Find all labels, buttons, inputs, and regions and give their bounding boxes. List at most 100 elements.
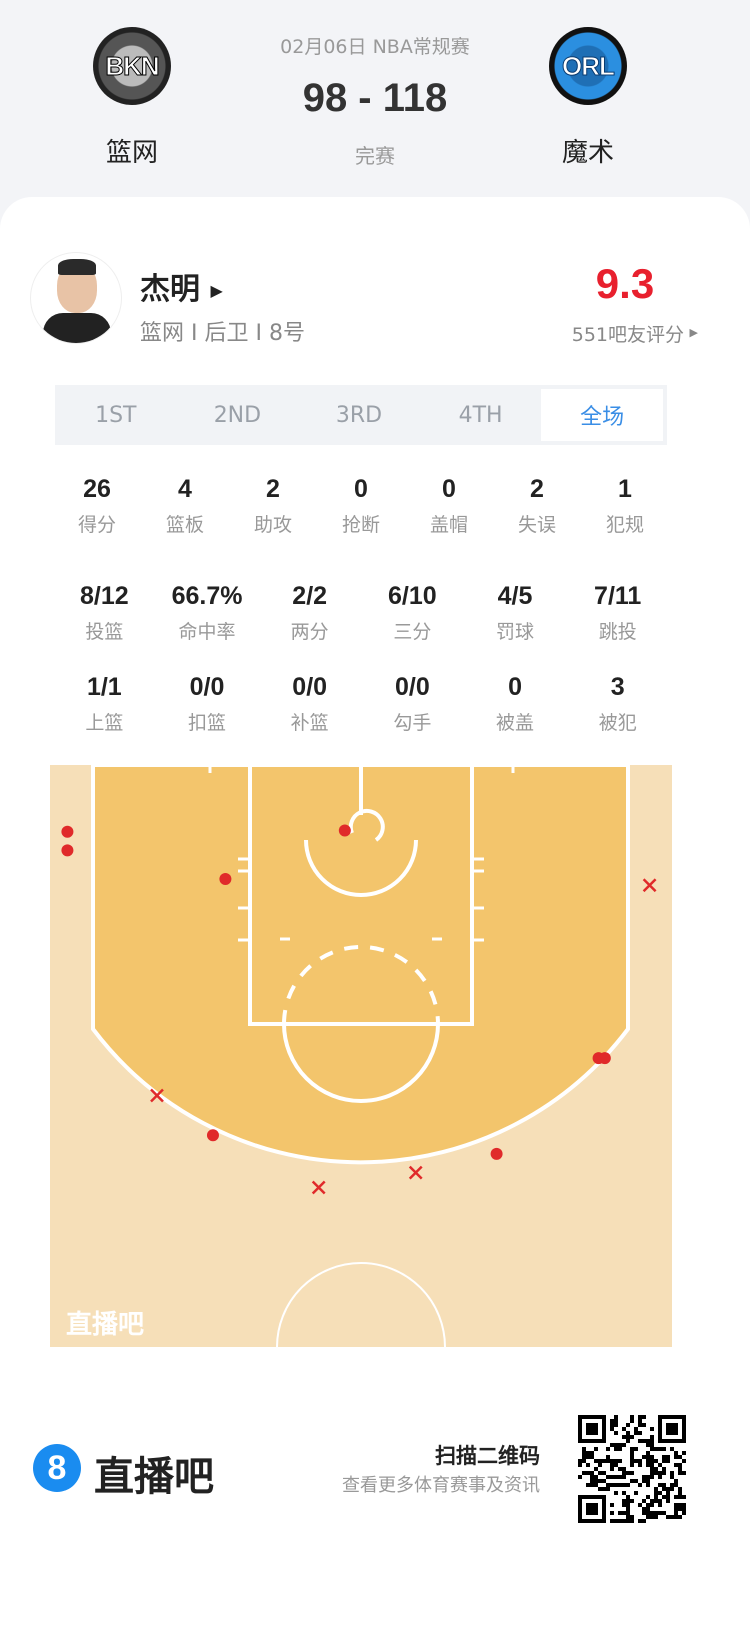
paint <box>248 765 474 1026</box>
scan-subtitle: 查看更多体育赛事及资讯 <box>342 1475 540 1496</box>
stat-value: 0/0 <box>189 673 225 701</box>
stat-cell: 0 抢断 <box>317 475 405 537</box>
away-team-name[interactable]: 魔术 <box>561 138 614 168</box>
stat-label: 篮板 <box>165 514 204 536</box>
stat-value: 0/0 <box>292 673 328 701</box>
stat-value: 0 <box>508 673 522 701</box>
player-rating: 9.3 <box>595 260 655 307</box>
stat-cell: 2 助攻 <box>229 475 317 537</box>
stat-cell: 2 失误 <box>493 475 581 537</box>
stat-cell: 1 犯规 <box>581 475 669 537</box>
stat-value: 2 <box>530 475 544 503</box>
stat-label: 上篮 <box>85 712 124 734</box>
stat-value: 0/0 <box>394 673 430 701</box>
shot-chart: 直播吧 <box>50 765 672 1347</box>
shot-made-marker <box>61 825 74 838</box>
qr-code <box>578 1415 686 1523</box>
center-circle <box>276 1262 446 1347</box>
stat-cell: 0 被盖 <box>464 673 567 735</box>
stat-cell: 66.7% 命中率 <box>156 582 259 644</box>
stat-cell: 8/12 投篮 <box>53 582 156 644</box>
stat-cell: 0/0 勾手 <box>361 673 464 735</box>
tab-full-game[interactable]: 全场 <box>541 389 663 441</box>
home-team-name[interactable]: 篮网 <box>105 138 158 168</box>
stat-value: 1/1 <box>86 673 122 701</box>
stat-label: 被盖 <box>496 712 535 734</box>
match-status: 完赛 <box>355 144 395 168</box>
home-team-logo[interactable]: BKN <box>93 27 171 105</box>
shot-made-marker <box>598 1052 611 1065</box>
shot-missed-marker <box>311 1180 326 1195</box>
away-team-logo[interactable]: ORL <box>549 27 627 105</box>
shot-made-marker <box>206 1129 219 1142</box>
stat-cell: 6/10 三分 <box>361 582 464 644</box>
tab-3rd[interactable]: 3RD <box>335 402 383 428</box>
shot-missed-marker <box>642 878 657 893</box>
stat-label: 勾手 <box>393 712 432 734</box>
stat-label: 三分 <box>393 621 432 643</box>
player-avatar[interactable] <box>30 252 122 344</box>
period-tabs: 1ST 2ND 3RD 4TH 全场 <box>55 385 667 445</box>
watermark: 直播吧 <box>66 1310 144 1340</box>
stat-cell: 26 得分 <box>53 475 141 537</box>
stat-label: 罚球 <box>496 621 535 643</box>
stat-cell: 0 盖帽 <box>405 475 493 537</box>
stat-value: 4/5 <box>497 582 533 610</box>
tab-1st[interactable]: 1ST <box>95 402 137 428</box>
brand-name: 直播吧 <box>94 1454 214 1500</box>
stat-cell: 4/5 罚球 <box>464 582 567 644</box>
stat-label: 助攻 <box>253 514 292 536</box>
stat-cell: 7/11 跳投 <box>566 582 669 644</box>
lane-hash-marks <box>208 765 515 942</box>
stat-value: 0 <box>442 475 456 503</box>
shot-missed-marker <box>408 1165 423 1180</box>
restricted-area <box>304 839 418 897</box>
rating-link[interactable]: 551吧友评分 ▶ <box>571 320 698 347</box>
stat-value: 1 <box>618 475 632 503</box>
stat-label: 跳投 <box>598 621 637 643</box>
stat-label: 得分 <box>77 514 116 536</box>
stat-label: 盖帽 <box>429 514 468 536</box>
player-name: 杰明 <box>140 272 200 307</box>
stats-row-shooting: 8/12 投篮 66.7% 命中率 2/2 两分 6/10 三分 4/5 罚球 7/11 跳投 <box>53 582 669 644</box>
stat-value: 2 <box>266 475 280 503</box>
free-throw-circle-top <box>282 945 440 1025</box>
stat-cell: 2/2 两分 <box>258 582 361 644</box>
shot-made-marker <box>490 1147 503 1160</box>
brand-logo-icon: 8 <box>33 1444 81 1492</box>
rim <box>348 808 385 842</box>
player-name-link[interactable]: 杰明 ▶ <box>140 264 223 308</box>
stat-label: 犯规 <box>605 514 644 536</box>
stat-value: 66.7% <box>171 582 243 610</box>
date-league: 02月06日 NBA常规赛 <box>280 36 470 58</box>
stat-value: 7/11 <box>594 582 642 610</box>
stats-row-basic: 26 得分 4 篮板 2 助攻 0 抢断 0 盖帽 2 失误 1 犯规 <box>53 475 669 537</box>
caret-right-icon: ▶ <box>210 281 223 300</box>
rating-label: 551吧友评分 <box>571 324 684 346</box>
stat-value: 26 <box>83 475 111 503</box>
stat-value: 8/12 <box>80 582 129 610</box>
stat-cell: 1/1 上篮 <box>53 673 156 735</box>
shot-made-marker <box>61 844 74 857</box>
stat-label: 补篮 <box>290 712 329 734</box>
stat-label: 投篮 <box>85 621 124 643</box>
stats-row-shot-types: 1/1 上篮 0/0 扣篮 0/0 补篮 0/0 勾手 0 被盖 3 被犯 <box>53 673 669 735</box>
tab-2nd[interactable]: 2ND <box>213 402 262 428</box>
stat-value: 3 <box>610 673 625 701</box>
stat-value: 2/2 <box>292 582 328 610</box>
stat-value: 0 <box>354 475 368 503</box>
stat-cell: 3 被犯 <box>566 673 669 735</box>
shot-made-marker <box>219 873 232 886</box>
tab-4th[interactable]: 4TH <box>458 402 503 428</box>
stat-label: 失误 <box>517 514 556 536</box>
shot-missed-marker <box>150 1088 164 1103</box>
stat-label: 被犯 <box>598 712 637 734</box>
score: 98 - 118 <box>302 76 448 120</box>
stat-label: 扣篮 <box>188 712 227 734</box>
caret-right-icon: ▶ <box>689 326 698 339</box>
scan-title: 扫描二维码 <box>435 1444 540 1468</box>
stat-label: 抢断 <box>341 514 380 536</box>
stat-value: 4 <box>178 475 192 503</box>
free-throw-circle-bottom <box>282 1023 440 1103</box>
stat-cell: 4 篮板 <box>141 475 229 537</box>
